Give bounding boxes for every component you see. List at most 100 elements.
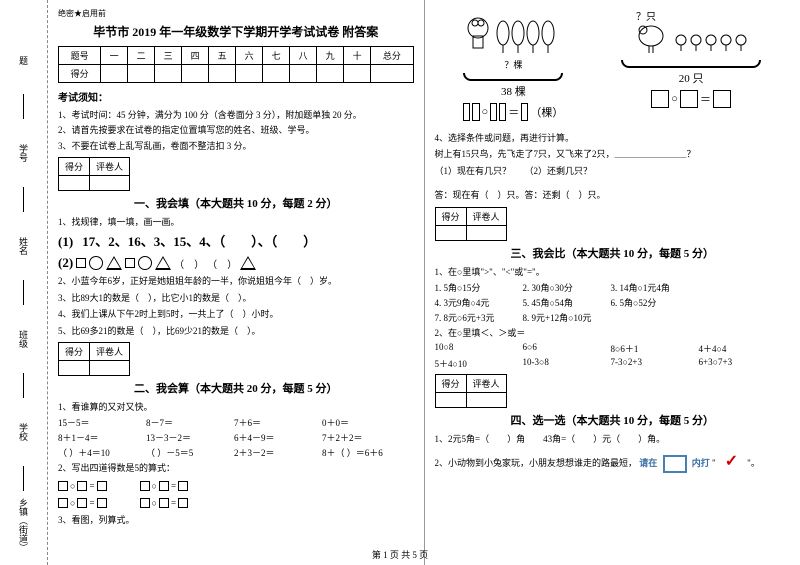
grader-cell — [435, 225, 466, 240]
q1-seq1: (1) 17、2、16、3、15、4、（ ）、（ ） — [58, 232, 414, 253]
cmp: 6+3○7+3 — [699, 357, 769, 370]
score-cell — [155, 65, 182, 83]
r-q4b: （1）现在有几只？ （2）还剩几只？ — [435, 164, 791, 178]
score-header-row: 题号 一 二 三 四 五 六 七 八 九 十 总分 — [59, 47, 414, 65]
q3-text: 3、比89大1的数是（ ），比它小1的数是（ ）。 — [58, 291, 414, 305]
eq: 8－7＝ — [146, 416, 216, 429]
bear-trees-icon — [463, 8, 563, 58]
score-cell: 五 — [209, 47, 236, 65]
p4-q2d: " ✓ "。 — [712, 458, 760, 468]
box-icon — [77, 498, 87, 508]
exam-title: 毕节市 2019 年一年级数学下学期开学考试试卷 附答案 — [58, 23, 414, 40]
binding-margin: 题 学号 姓名 班级 学校 乡镇（街道） — [0, 0, 48, 565]
cmp: 8○6＋1 — [611, 342, 681, 355]
eq: 2＋3－2＝ — [234, 446, 304, 459]
rule-item: 3、不要在试卷上乱写乱画，卷面不整洁扣 3 分。 — [58, 139, 414, 153]
score-cell — [209, 65, 236, 83]
score-cell: 二 — [128, 47, 155, 65]
eq-sign: ＝ — [508, 104, 519, 120]
grader-cell: 评卷人 — [90, 342, 130, 360]
answer-box — [521, 103, 528, 121]
hen-chicks-icon: ？只 — [621, 8, 761, 58]
margin-line — [23, 280, 24, 305]
score-cell — [182, 65, 209, 83]
score-cell — [344, 65, 371, 83]
chick-q-text: ？只 — [636, 12, 656, 23]
grader-cell — [435, 393, 466, 408]
answer-box — [651, 90, 669, 108]
answer-box — [490, 103, 497, 121]
grader-cell: 得分 — [59, 342, 90, 360]
answer-box — [680, 90, 698, 108]
grader-table: 得分评卷人 — [435, 374, 507, 408]
blank: （ ） — [207, 256, 237, 271]
rule-item: 1、考试时间：45 分钟，满分为 100 分（含卷面分 3 分），附加题单独 2… — [58, 108, 414, 122]
eq: 7＋2＋2＝ — [322, 431, 392, 444]
margin-label: 题 — [17, 30, 30, 90]
box-eq-row: ○= ○= — [58, 479, 414, 493]
cmp: 6. 5角○52分 — [611, 296, 681, 309]
p4-q1: 1、2元5角=（ ）角 43角=（ ）元（ ）角。 — [435, 432, 791, 446]
grader-cell — [466, 393, 506, 408]
answer-box — [463, 103, 470, 121]
check-mark-icon: ✓ — [725, 453, 738, 470]
page-footer: 第 1 页 共 5 页 — [0, 548, 800, 561]
seq1-text: 17、2、16、3、15、4、（ ）、（ ） — [82, 234, 316, 249]
square-icon — [76, 258, 86, 268]
q1-text: 1、找规律，填一填，画一画。 — [58, 215, 414, 229]
box-icon — [178, 481, 188, 491]
circle-icon — [138, 256, 152, 270]
r-q4a: 树上有15只鸟，先飞走了7只，又飞来了2只，＿＿＿＿＿＿＿＿？ — [435, 147, 791, 161]
q5-text: 5、比69多21的数是（ ），比69少21的数是（ ）。 — [58, 324, 414, 338]
box-icon — [140, 498, 150, 508]
checkbox-icon — [663, 455, 687, 473]
score-cell: 六 — [236, 47, 263, 65]
score-cell: 十 — [344, 47, 371, 65]
box-icon — [58, 481, 68, 491]
score-cell: 四 — [182, 47, 209, 65]
p4-q2-text: 2、小动物到小兔家玩，小朋友想想谁走的路最短， — [435, 458, 638, 468]
seq1-label: (1) — [58, 234, 73, 249]
score-cell — [290, 65, 317, 83]
box-icon — [140, 481, 150, 491]
score-cell: 得分 — [59, 65, 101, 83]
answer-box — [499, 103, 506, 121]
cmp: 5. 45角○54角 — [523, 296, 593, 309]
box-eq: ○= — [140, 498, 189, 508]
bear-count: 38 棵 — [463, 83, 563, 99]
eq: 7＋6＝ — [234, 416, 304, 429]
box-icon — [97, 498, 107, 508]
cmp — [611, 311, 681, 324]
margin-label: 乡镇（街道） — [17, 495, 30, 555]
compare-row: 7. 8元○6元+3元8. 9元+12角○10元 — [435, 311, 791, 324]
circle-icon — [89, 256, 103, 270]
grader-cell: 得分 — [59, 158, 90, 176]
bear-q: ？棵 — [463, 58, 563, 71]
score-cell — [128, 65, 155, 83]
box-eq-row: ○= ○= — [58, 496, 414, 510]
score-cell: 七 — [263, 47, 290, 65]
score-table: 题号 一 二 三 四 五 六 七 八 九 十 总分 得分 — [58, 46, 414, 83]
box-eq: ○= — [58, 481, 107, 491]
left-column: 绝密★启用前 毕节市 2019 年一年级数学下学期开学考试试卷 附答案 题号 一… — [48, 0, 424, 565]
r-q4: 4、选择条件或问题，再进行计算。 — [435, 131, 791, 145]
grader-cell: 评卷人 — [466, 375, 506, 393]
p2-q1: 1、看谁算的又对又快。 — [58, 400, 414, 414]
eq: 15－5＝ — [58, 416, 128, 429]
grader-cell — [90, 360, 130, 375]
triangle-icon — [106, 256, 122, 270]
cmp: 2. 30角○30分 — [523, 281, 593, 294]
box-icon — [178, 498, 188, 508]
seq2-label: (2) — [58, 255, 73, 271]
grader-table: 得分评卷人 — [58, 157, 130, 191]
p2-q3: 3、看图，列算式。 — [58, 513, 414, 527]
blank: （ ） — [174, 256, 204, 271]
eq: 0＋0＝ — [322, 416, 392, 429]
eq: 8＋1－4＝ — [58, 431, 128, 444]
grader-cell: 评卷人 — [466, 207, 506, 225]
score-cell: 三 — [155, 47, 182, 65]
cmp: 6○6 — [523, 342, 593, 355]
score-cell: 总分 — [371, 47, 413, 65]
answer-box — [472, 103, 479, 121]
grader-cell: 评卷人 — [90, 158, 130, 176]
